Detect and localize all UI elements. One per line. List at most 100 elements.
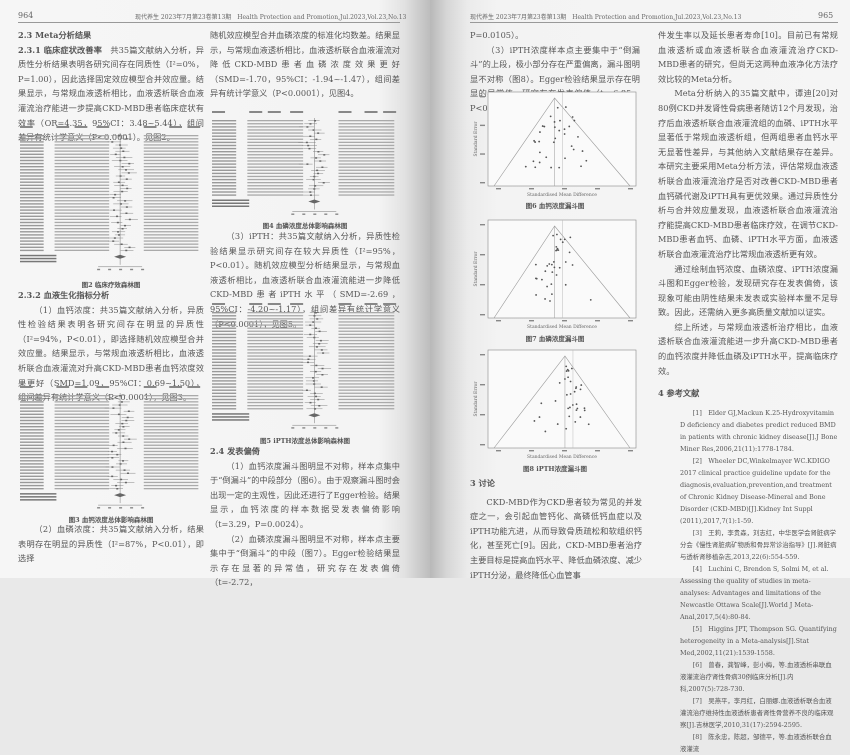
study-marker	[126, 416, 129, 419]
study-values	[143, 401, 199, 403]
study-label	[212, 395, 237, 398]
study-marker	[117, 231, 120, 233]
study-values	[143, 488, 199, 490]
study-marker	[320, 349, 323, 351]
study-marker	[118, 404, 121, 406]
summary-diamond	[308, 413, 321, 418]
study-point	[580, 384, 583, 386]
study-label	[20, 410, 44, 412]
study-values	[247, 166, 304, 168]
study-point	[581, 150, 584, 152]
forest-plot-fig3	[20, 386, 201, 509]
study-values	[338, 327, 395, 329]
y-axis-label: Standard Error	[473, 381, 479, 417]
summary-diamond	[308, 199, 321, 204]
study-point	[576, 407, 579, 410]
y-axis-label: Standard Error	[473, 121, 479, 157]
study-values	[338, 367, 395, 370]
study-marker	[306, 163, 309, 165]
summary-label	[20, 499, 57, 501]
study-point	[559, 119, 561, 122]
y-tick-label	[480, 182, 485, 184]
study-values	[338, 172, 395, 174]
study-point	[552, 261, 555, 263]
study-point	[589, 298, 592, 301]
study-values	[143, 444, 199, 446]
study-point	[565, 393, 568, 396]
study-marker	[128, 438, 131, 440]
study-values	[247, 138, 304, 140]
x-tick-label	[141, 268, 145, 271]
study-point	[551, 293, 553, 296]
study-point	[563, 238, 566, 241]
study-values	[54, 240, 110, 242]
summary-diamond	[114, 254, 127, 259]
study-point	[556, 233, 558, 236]
study-point	[539, 131, 541, 133]
study-label	[212, 123, 237, 125]
study-point	[561, 241, 564, 244]
study-values	[54, 197, 110, 199]
study-values	[54, 169, 110, 171]
study-label	[212, 191, 237, 193]
study-point	[550, 166, 553, 169]
study-marker	[308, 355, 311, 357]
study-values	[143, 469, 199, 471]
x-tick-label	[291, 213, 295, 215]
study-point	[568, 125, 571, 128]
study-values	[54, 422, 110, 425]
study-values	[247, 315, 304, 317]
study-values	[338, 324, 395, 326]
study-label	[212, 185, 237, 187]
study-point	[558, 382, 561, 384]
study-values	[338, 395, 395, 397]
x-tick-label	[562, 188, 567, 190]
study-values	[54, 234, 110, 236]
column-header	[74, 386, 88, 388]
study-label	[20, 228, 44, 230]
study-values	[338, 401, 395, 404]
figure-caption: 图8 iPTH浓度漏斗图	[522, 465, 588, 473]
study-values	[247, 405, 304, 407]
right-col1-bottom: 3 讨论 CKD-MBD作为CKD患者较为常见的并发症之一，会引起血管钙化、高磷…	[470, 476, 642, 582]
x-tick-label	[324, 427, 328, 429]
study-point	[552, 141, 555, 144]
study-values	[54, 401, 110, 403]
figure-caption: 图2 临床疗效森林图	[81, 281, 141, 289]
study-values	[338, 141, 395, 143]
study-values	[338, 138, 395, 140]
study-values	[247, 346, 304, 348]
study-marker	[122, 426, 125, 428]
study-marker	[113, 237, 116, 239]
study-marker	[111, 466, 114, 468]
study-values	[54, 190, 110, 193]
study-values	[143, 413, 199, 415]
summary-label	[20, 496, 57, 498]
study-marker	[321, 374, 324, 376]
study-marker	[317, 151, 320, 153]
running-header: 现代养生 2023年7月第23卷第13期 Health Protection a…	[135, 14, 407, 21]
study-values	[54, 228, 110, 230]
column-header	[290, 303, 304, 305]
study-point	[556, 247, 559, 250]
x-tick-label	[119, 268, 123, 271]
left-col2-mid: （3）iPTH：共35篇文献纳入分析，异质性检验结果显示研究间存在较大异质性（I…	[210, 229, 400, 331]
study-marker	[319, 160, 322, 162]
study-label	[20, 416, 44, 419]
study-marker	[126, 472, 129, 474]
study-marker	[125, 178, 128, 180]
study-values	[54, 231, 110, 233]
x-tick-label	[302, 213, 306, 215]
study-values	[338, 343, 395, 345]
study-point	[556, 106, 559, 109]
study-values	[143, 447, 199, 449]
study-point	[554, 400, 557, 402]
study-values	[54, 193, 110, 196]
study-marker	[124, 224, 127, 227]
study-point	[553, 266, 556, 269]
study-marker	[316, 318, 319, 320]
study-values	[338, 194, 395, 196]
study-values	[338, 120, 395, 122]
study-values	[143, 438, 199, 440]
study-values	[338, 352, 395, 354]
